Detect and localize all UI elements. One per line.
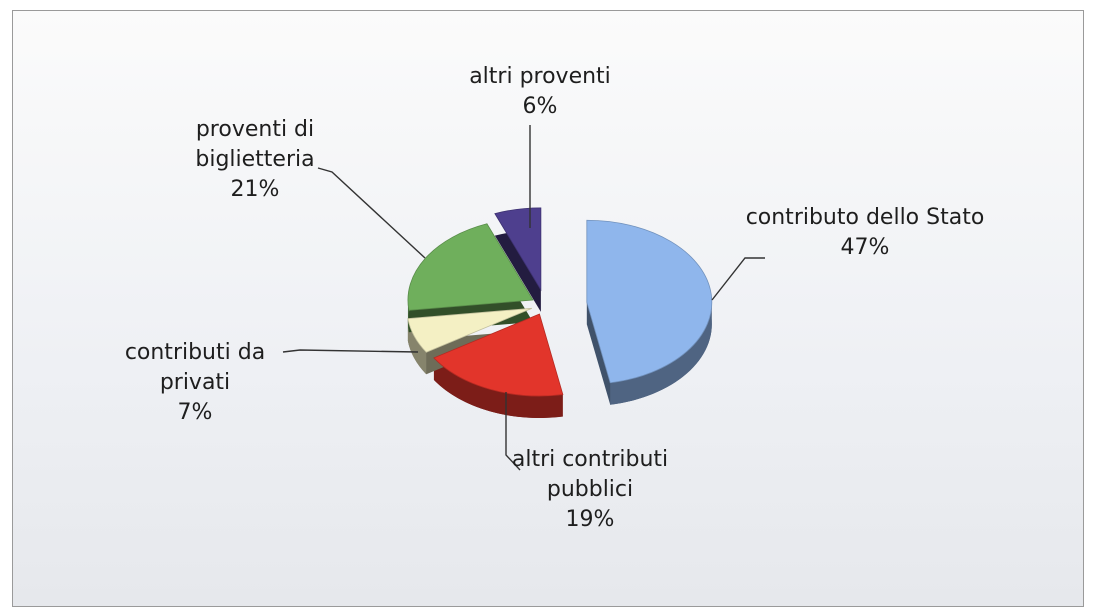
leader-line — [317, 167, 426, 259]
category-label: contributi da privati — [124, 340, 266, 395]
leader-line — [711, 257, 765, 301]
leader-line — [282, 349, 419, 353]
category-label: altri contributi pubblici — [511, 447, 669, 502]
slice-label: altri proventi 6% — [430, 62, 650, 122]
chart-frame — [12, 10, 1084, 607]
category-label: altri proventi — [469, 64, 611, 89]
slice-label: contributi da privati 7% — [95, 338, 295, 428]
value-label: 19% — [565, 507, 615, 532]
category-label: contributo dello Stato — [745, 205, 985, 230]
slice-side — [433, 357, 563, 418]
category-label: proventi di biglietteria — [195, 117, 315, 172]
slice — [494, 207, 542, 292]
value-label: 21% — [230, 177, 280, 202]
slice-side — [407, 318, 427, 375]
slice-label: contributo dello Stato 47% — [745, 203, 985, 263]
slice-label: altri contributi pubblici 19% — [480, 445, 700, 535]
slice — [586, 219, 713, 384]
value-label: 7% — [177, 400, 213, 425]
value-label: 6% — [522, 94, 558, 119]
value-label: 47% — [840, 235, 890, 260]
slice-side — [610, 302, 712, 405]
slice — [407, 307, 532, 353]
slice-label: proventi di biglietteria 21% — [155, 115, 355, 205]
leader-line — [505, 392, 521, 471]
slice — [407, 223, 534, 311]
slice — [433, 313, 564, 397]
